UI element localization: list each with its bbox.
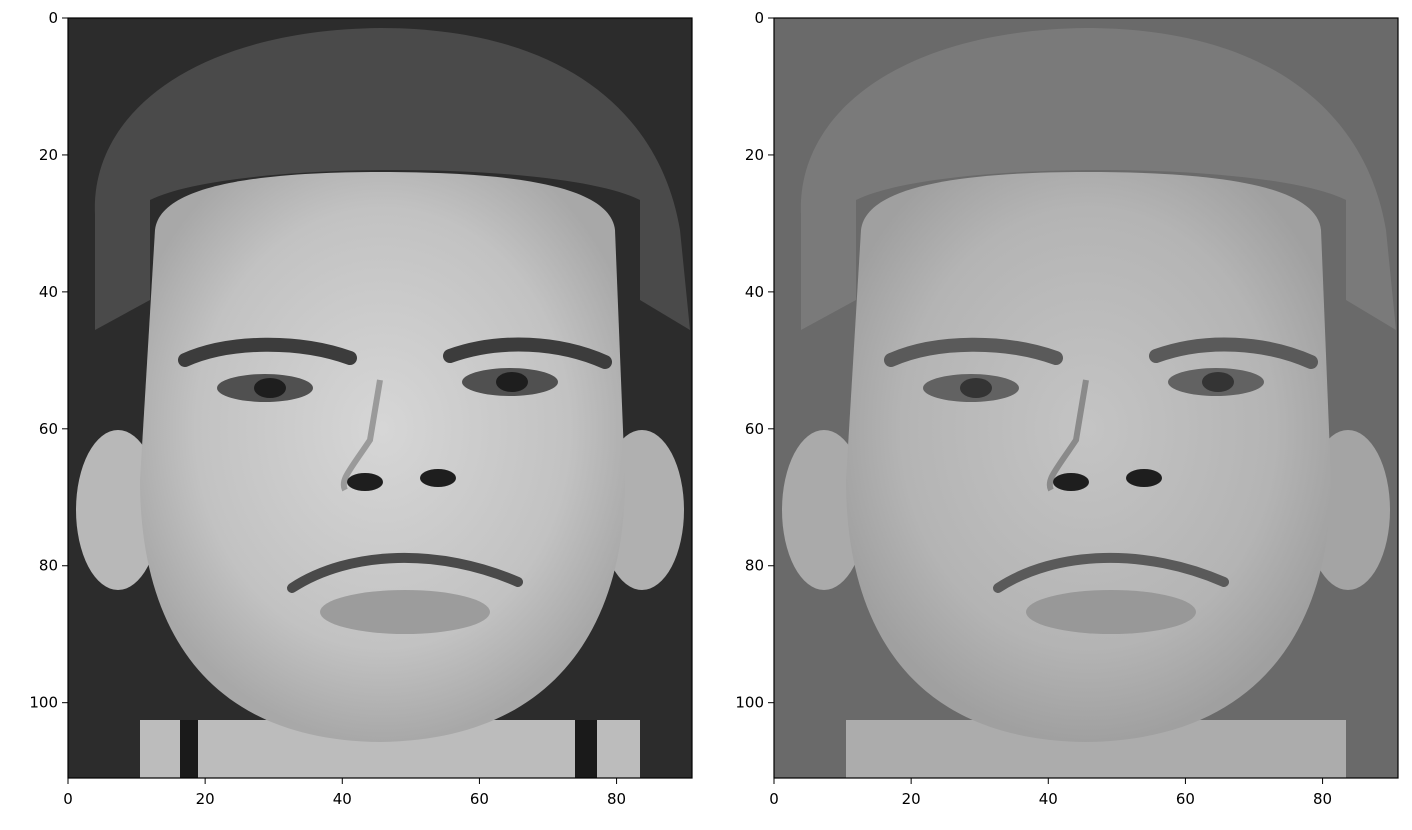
right-x-tick-label: 0 (769, 790, 779, 808)
right-x-tick-label: 20 (902, 790, 921, 808)
right-y-tick-label: 20 (745, 146, 764, 164)
right-x-tick-label: 60 (1176, 790, 1195, 808)
right-x-tick-label: 80 (1313, 790, 1332, 808)
left-y-tick-label: 80 (39, 557, 58, 575)
left-x-tick-label: 20 (196, 790, 215, 808)
left-y-tick-label: 100 (29, 694, 58, 712)
right-face-image (774, 18, 1398, 778)
right-y-tick-label: 0 (754, 9, 764, 27)
left-axes-frame (67, 17, 693, 779)
right-y-tick-label: 100 (735, 694, 764, 712)
left-y-tick-label: 60 (39, 420, 58, 438)
left-x-tick-label: 80 (607, 790, 626, 808)
right-y-tick-label: 60 (745, 420, 764, 438)
right-y-tick-label: 40 (745, 283, 764, 301)
right-y-tick-label: 80 (745, 557, 764, 575)
left-y-tick-label: 0 (48, 9, 58, 27)
left-x-tick-label: 60 (470, 790, 489, 808)
left-x-tick-label: 0 (63, 790, 73, 808)
right-axes-frame (773, 17, 1399, 779)
left-x-tick-label: 40 (333, 790, 352, 808)
left-face-image (68, 18, 692, 778)
left-y-tick-label: 40 (39, 283, 58, 301)
axis-ticks: 0 20 40 60 80 0 20 40 60 80 100 0 20 40 60 80 0 20 40 60 80 1… (29, 9, 1332, 808)
right-x-tick-label: 40 (1039, 790, 1058, 808)
left-y-tick-label: 20 (39, 146, 58, 164)
